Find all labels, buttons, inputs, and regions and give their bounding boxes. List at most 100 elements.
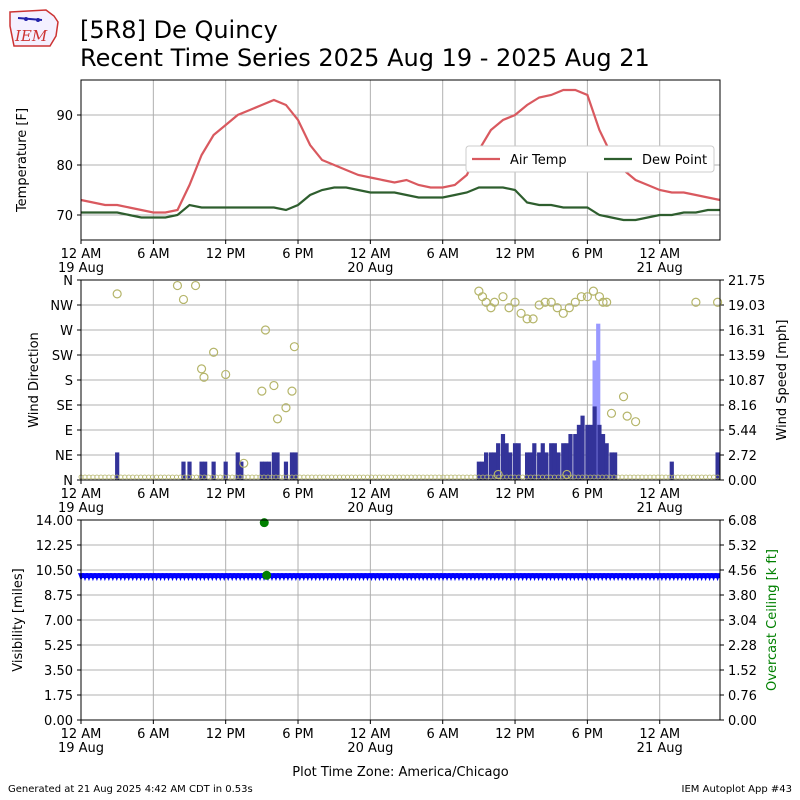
wind-speed-bar bbox=[492, 452, 497, 480]
calm-direction-marker bbox=[651, 474, 657, 480]
visibility-marker bbox=[137, 573, 144, 582]
visibility-marker bbox=[603, 573, 610, 582]
x-tick-label: 12 PM bbox=[206, 247, 246, 262]
wind-speed-bar bbox=[715, 452, 720, 480]
visibility-marker bbox=[105, 573, 112, 582]
wind-direction-point bbox=[510, 297, 520, 307]
y-tick-label: 1.75 bbox=[44, 689, 73, 704]
calm-direction-marker bbox=[170, 474, 175, 480]
visibility-marker bbox=[698, 573, 705, 582]
visibility-marker bbox=[197, 573, 204, 582]
calm-direction-marker bbox=[619, 474, 625, 480]
y-tick-label: N bbox=[63, 474, 73, 489]
visibility-marker bbox=[352, 573, 359, 582]
x-tick-label: 12 AM bbox=[61, 247, 102, 262]
y-tick-label: 5.25 bbox=[44, 639, 73, 654]
wind-speed-bar bbox=[275, 452, 280, 480]
visibility-marker bbox=[380, 573, 387, 582]
wind-direction-point bbox=[281, 403, 291, 413]
x-tick-date-label: 21 Aug bbox=[637, 501, 683, 516]
wind-speed-bar bbox=[181, 461, 186, 480]
visibility-marker bbox=[153, 573, 160, 582]
visibility-marker bbox=[249, 573, 256, 582]
visibility-marker bbox=[587, 573, 594, 582]
y-axis-label-temperature: Temperature [F] bbox=[15, 108, 30, 213]
calm-direction-marker bbox=[174, 474, 179, 480]
x-tick-label: 6 PM bbox=[282, 487, 313, 502]
y-tick-label: 7.00 bbox=[44, 614, 73, 629]
wind-direction-point bbox=[540, 297, 550, 307]
visibility-marker bbox=[189, 573, 196, 582]
calm-direction-marker bbox=[329, 474, 335, 480]
y-tick-label-right: 3.80 bbox=[728, 589, 757, 604]
visibility-marker bbox=[324, 573, 331, 582]
visibility-marker bbox=[400, 573, 407, 582]
wind-direction-point bbox=[112, 289, 122, 299]
calm-direction-marker bbox=[643, 474, 649, 480]
visibility-marker bbox=[539, 573, 546, 582]
visibility-marker bbox=[129, 573, 136, 582]
wind-direction-point bbox=[622, 411, 632, 421]
y-tick-label-right: 0.76 bbox=[728, 689, 757, 704]
wind-direction-point bbox=[631, 417, 641, 427]
visibility-marker bbox=[101, 573, 108, 582]
calm-direction-marker bbox=[695, 474, 701, 480]
calm-direction-marker bbox=[353, 474, 358, 480]
visibility-marker bbox=[408, 573, 415, 582]
visibility-marker bbox=[690, 573, 697, 582]
calm-direction-marker bbox=[444, 474, 450, 480]
calm-direction-marker bbox=[699, 474, 705, 480]
calm-direction-marker bbox=[166, 474, 171, 480]
wind-speed-bar bbox=[516, 443, 521, 480]
calm-direction-marker bbox=[361, 474, 366, 480]
wind-speed-bar bbox=[544, 452, 549, 480]
wind-speed-bar bbox=[549, 443, 554, 480]
wind-speed-bar bbox=[203, 461, 208, 480]
visibility-marker bbox=[205, 573, 212, 582]
calm-direction-marker bbox=[333, 474, 339, 480]
y-tick-label-right: 8.16 bbox=[728, 399, 757, 414]
wind-speed-bar bbox=[532, 443, 537, 480]
visibility-marker bbox=[161, 573, 168, 582]
calm-direction-marker bbox=[90, 474, 96, 480]
y-tick-label-right: 19.03 bbox=[728, 299, 765, 314]
gust-bar bbox=[596, 323, 601, 480]
visibility-marker bbox=[145, 573, 152, 582]
visibility-marker bbox=[348, 573, 355, 582]
visibility-marker bbox=[559, 573, 566, 582]
wind-speed-bar bbox=[564, 443, 569, 480]
visibility-marker bbox=[328, 573, 335, 582]
wind-speed-bar bbox=[271, 452, 277, 480]
visibility-marker bbox=[495, 573, 502, 582]
calm-direction-marker bbox=[464, 474, 470, 480]
visibility-marker bbox=[579, 573, 586, 582]
wind-speed-bar bbox=[600, 434, 606, 480]
y-tick-label-right: 10.87 bbox=[728, 374, 765, 389]
y-tick-label: 3.50 bbox=[44, 664, 73, 679]
calm-direction-marker bbox=[432, 474, 438, 480]
wind-speed-bar bbox=[480, 461, 485, 480]
calm-direction-marker bbox=[659, 474, 665, 480]
wind-direction-point bbox=[546, 297, 556, 307]
wind-speed-bar bbox=[199, 461, 204, 480]
iem-logo: IEM bbox=[9, 9, 59, 47]
calm-direction-marker bbox=[707, 474, 713, 480]
visibility-marker bbox=[396, 573, 403, 582]
visibility-marker bbox=[436, 573, 443, 582]
wind-speed-bar bbox=[488, 452, 494, 480]
visibility-marker bbox=[694, 573, 701, 582]
wind-speed-bar bbox=[576, 424, 582, 480]
visibility-marker bbox=[547, 573, 554, 582]
visibility-marker bbox=[686, 573, 693, 582]
calm-direction-marker bbox=[142, 474, 148, 480]
calm-direction-marker bbox=[472, 474, 478, 480]
wind-direction-point bbox=[289, 342, 300, 352]
y-tick-label: 8.75 bbox=[44, 589, 73, 604]
wind-direction-point bbox=[498, 292, 508, 302]
visibility-marker bbox=[340, 573, 347, 582]
wind-speed-bar bbox=[259, 461, 264, 480]
wind-direction-point bbox=[199, 372, 209, 382]
visibility-marker bbox=[81, 573, 88, 582]
calm-direction-marker bbox=[388, 474, 394, 480]
wind-speed-bar bbox=[504, 443, 509, 480]
